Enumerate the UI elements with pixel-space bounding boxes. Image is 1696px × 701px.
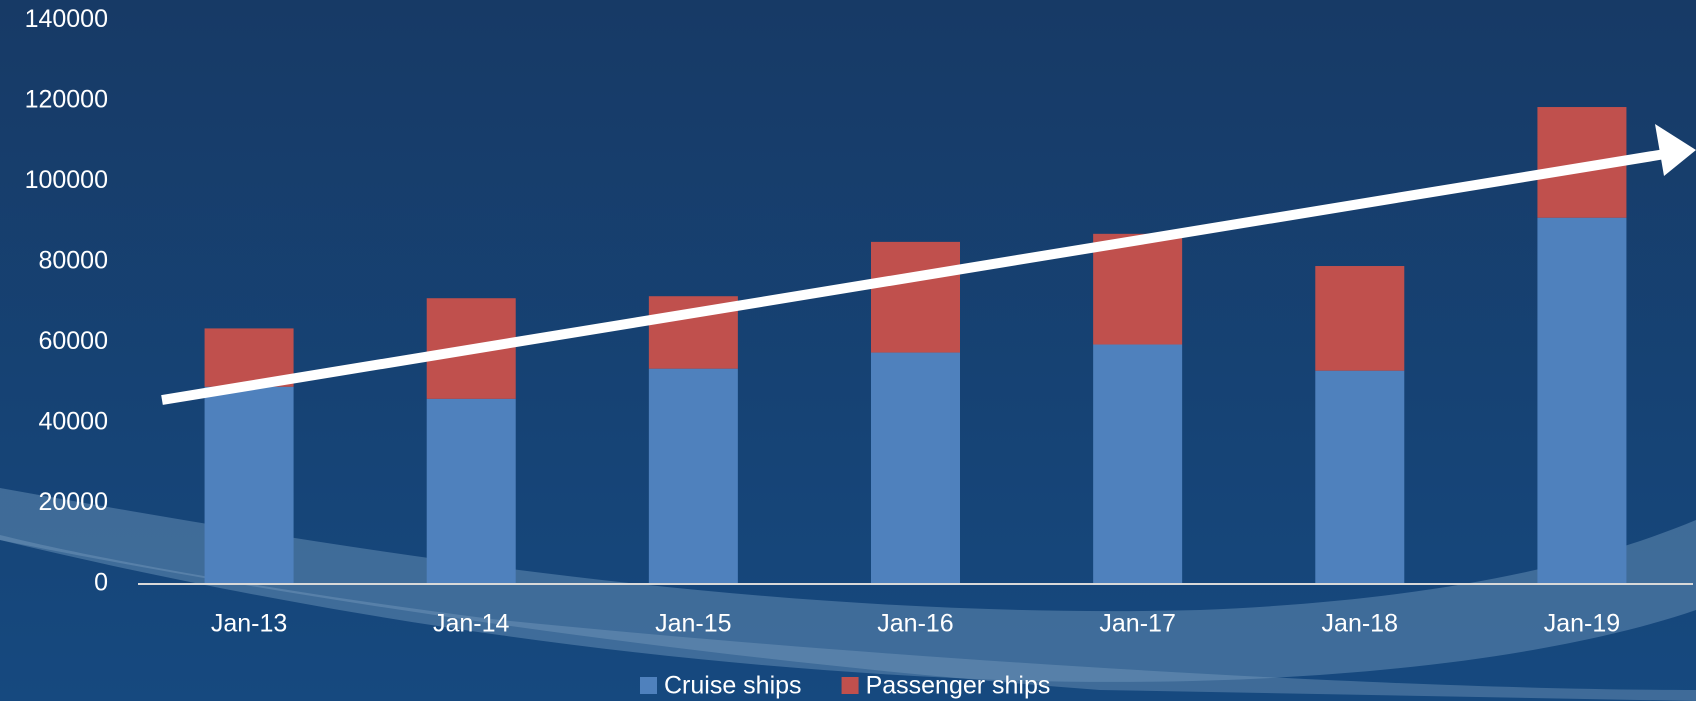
bar-segment (426, 398, 516, 584)
bar-segment (204, 386, 294, 584)
legend-swatch (841, 677, 859, 694)
x-tick-label: Jan-14 (433, 610, 510, 638)
bar-segment (871, 241, 960, 353)
x-tick-label: Jan-16 (877, 610, 953, 638)
y-tick-label: 40000 (38, 408, 108, 436)
bar-segment (871, 352, 960, 584)
bar-segment (1093, 233, 1183, 345)
trend-arrow (161, 124, 1696, 405)
x-tick-label: Jan-13 (211, 610, 287, 638)
bar-segment (1537, 217, 1627, 584)
wave (0, 488, 1696, 682)
y-tick-label: 60000 (38, 327, 108, 355)
legend-label: Cruise ships (664, 672, 802, 700)
y-tick-label: 100000 (25, 166, 108, 194)
y-tick-label: 0 (94, 569, 108, 597)
bar-segment (1315, 266, 1405, 371)
y-tick-label: 120000 (25, 86, 108, 114)
legend-label: Passenger ships (866, 672, 1051, 700)
x-tick-label: Jan-17 (1099, 610, 1175, 638)
x-tick-label: Jan-19 (1544, 610, 1620, 638)
y-tick-label: 80000 (38, 247, 108, 275)
x-tick-label: Jan-18 (1322, 610, 1398, 638)
legend-swatch (640, 677, 657, 694)
x-tick-label: Jan-15 (655, 610, 731, 638)
y-tick-label: 20000 (38, 488, 108, 516)
bar-segment (648, 368, 738, 584)
bar-segment (1093, 344, 1183, 584)
bar-segment (1315, 370, 1405, 584)
y-tick-label: 140000 (25, 5, 108, 33)
